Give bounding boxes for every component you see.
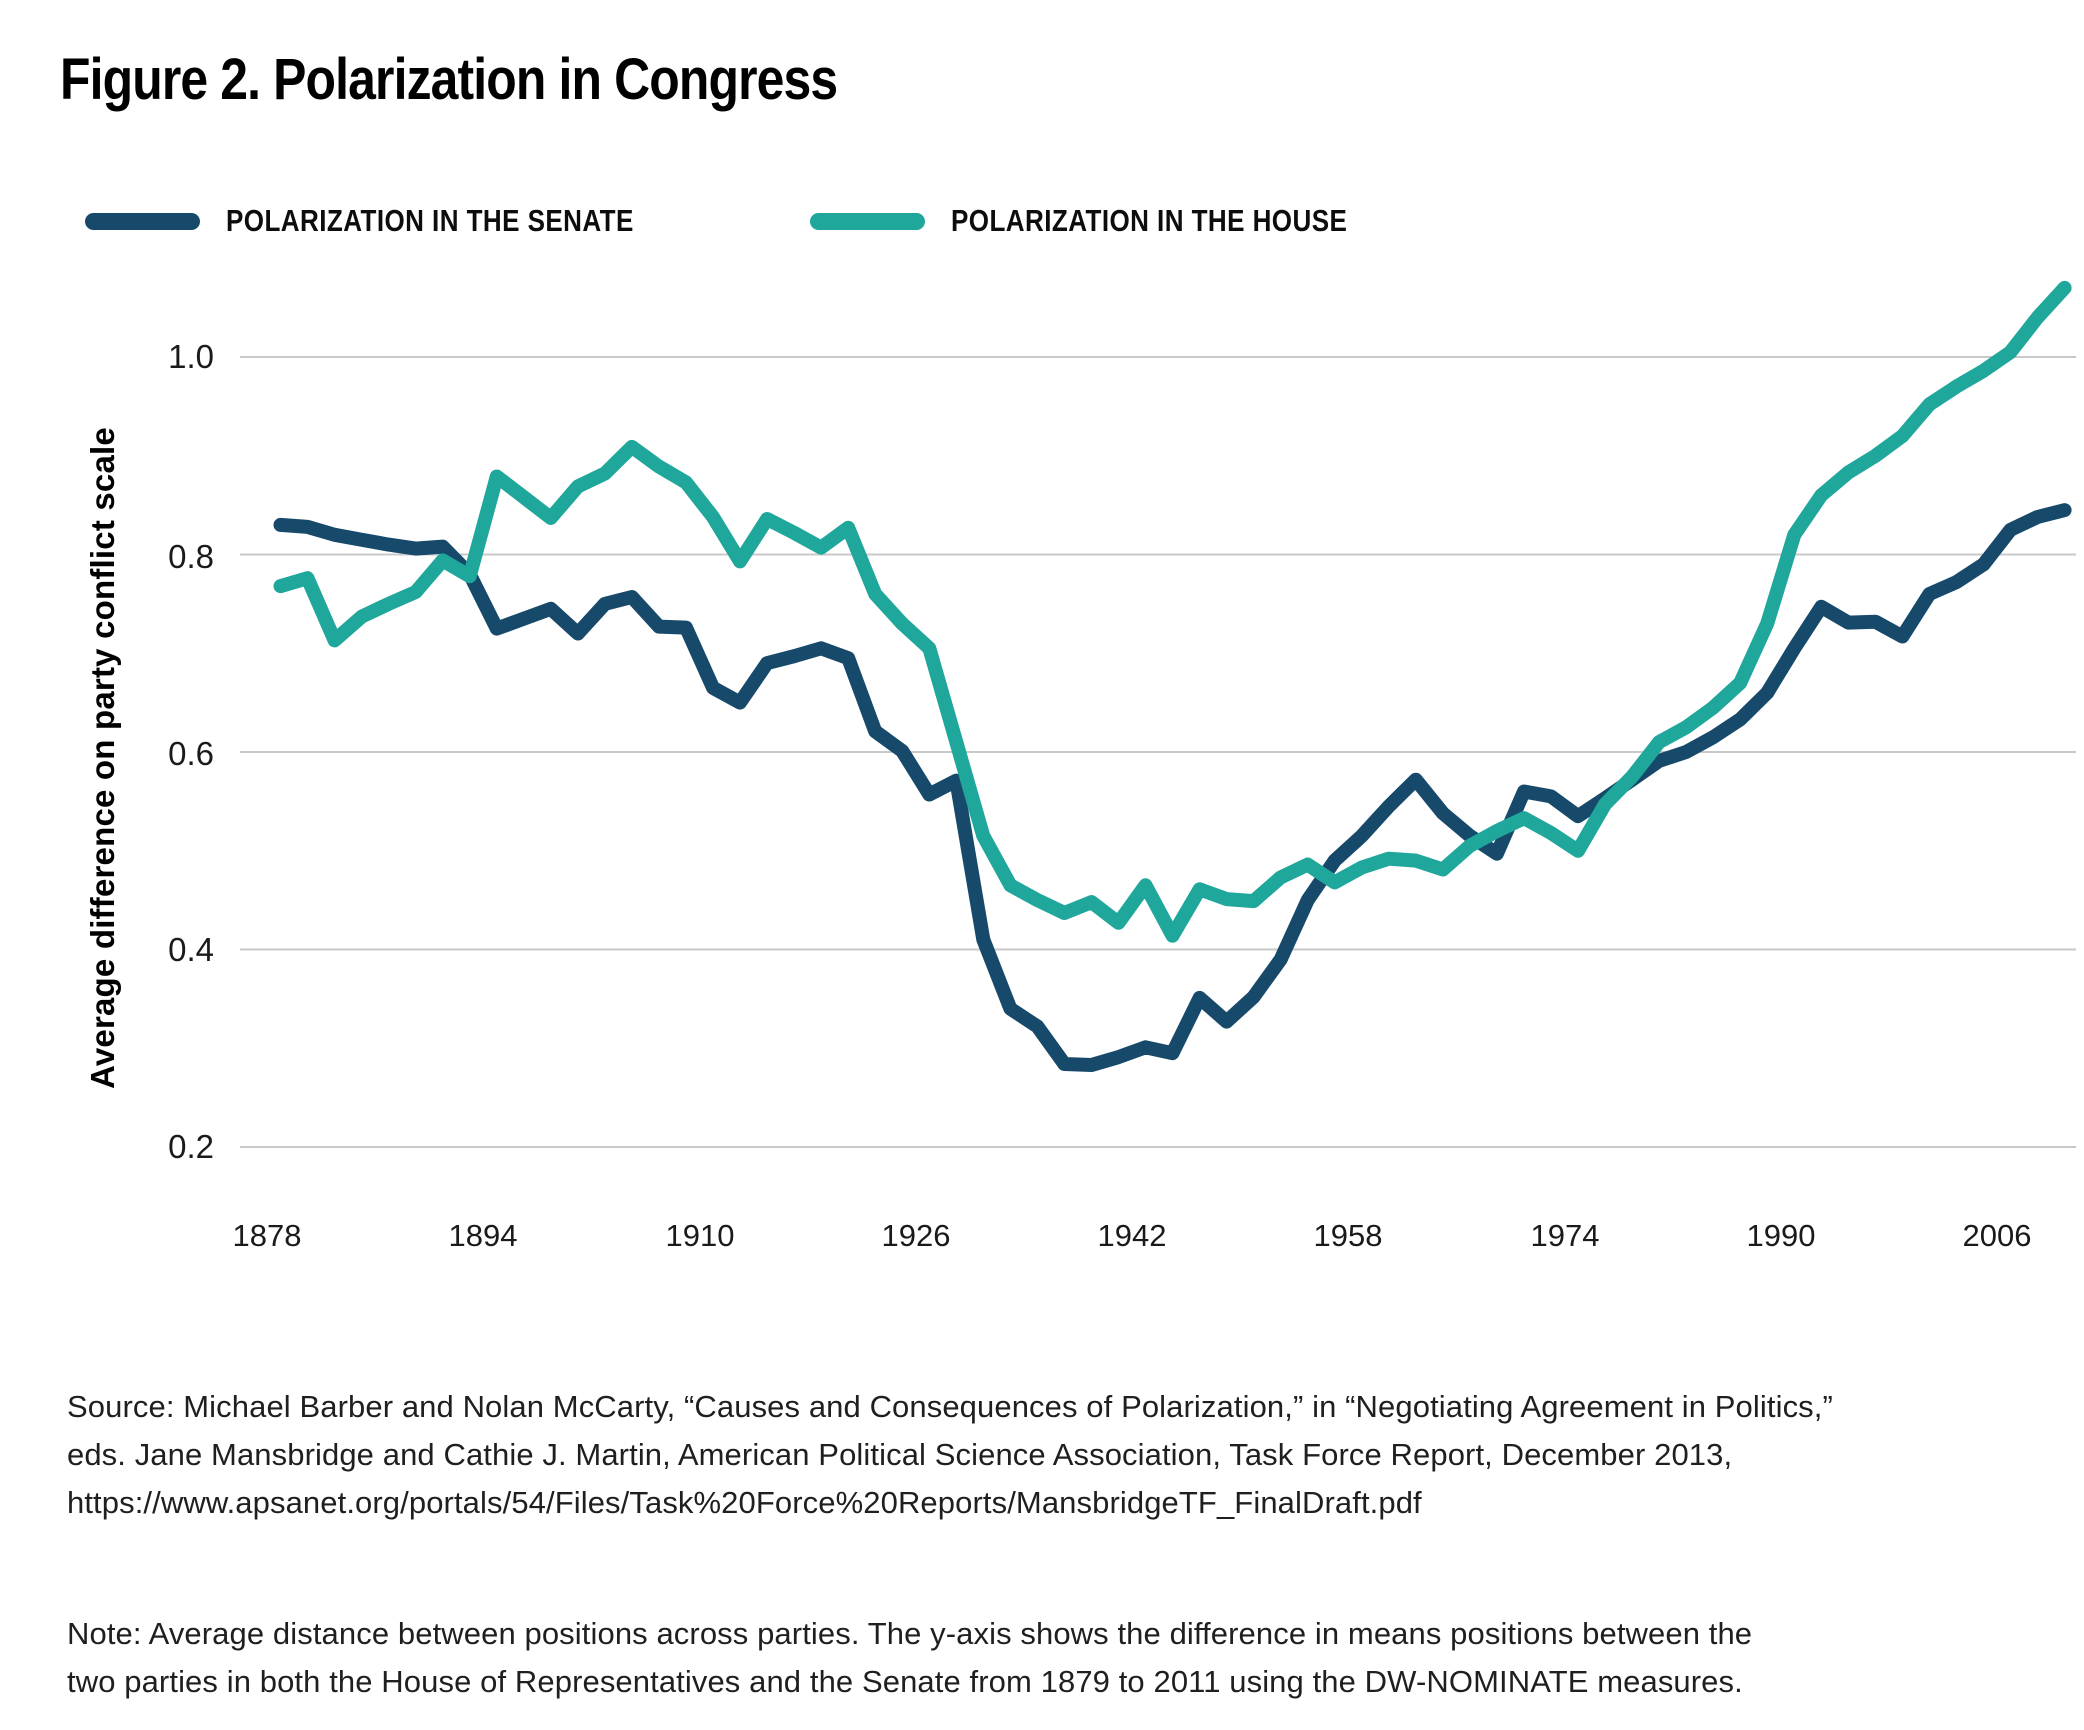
legend: POLARIZATION IN THE SENATE POLARIZATION … bbox=[0, 203, 2084, 243]
source-line: https://www.apsanet.org/portals/54/Files… bbox=[67, 1485, 1422, 1520]
house-line bbox=[273, 280, 2072, 943]
x-tick-label: 1910 bbox=[665, 1218, 735, 1253]
legend-label-senate: POLARIZATION IN THE SENATE bbox=[226, 203, 634, 238]
y-axis-title: Average difference on party conflict sca… bbox=[84, 427, 121, 1089]
page-title: Figure 2. Polarization in Congress bbox=[60, 47, 838, 112]
x-tick-label: 1990 bbox=[1746, 1218, 1816, 1253]
x-tick-label: 2006 bbox=[1962, 1218, 2032, 1253]
legend-label-house: POLARIZATION IN THE HOUSE bbox=[951, 203, 1348, 238]
note-line: Note: Average distance between positions… bbox=[67, 1616, 1753, 1651]
y-tick-label: 0.4 bbox=[168, 931, 214, 968]
x-tick-label: 1894 bbox=[448, 1218, 518, 1253]
source-line: Source: Michael Barber and Nolan McCarty… bbox=[67, 1389, 1833, 1424]
senate-line bbox=[273, 503, 2072, 1072]
x-tick-label: 1958 bbox=[1313, 1218, 1383, 1253]
y-tick-label: 0.6 bbox=[168, 735, 214, 772]
x-tick-label: 1942 bbox=[1097, 1218, 1167, 1253]
x-tick-label: 1926 bbox=[881, 1218, 951, 1253]
legend-item-house: POLARIZATION IN THE HOUSE bbox=[810, 203, 1423, 239]
senate-line-swatch-icon bbox=[85, 212, 200, 230]
note-line: two parties in both the House of Represe… bbox=[67, 1664, 1743, 1699]
y-tick-label: 0.8 bbox=[168, 538, 214, 575]
x-tick-label: 1878 bbox=[232, 1218, 302, 1253]
x-tick-label: 1974 bbox=[1530, 1218, 1600, 1253]
source-line: eds. Jane Mansbridge and Cathie J. Marti… bbox=[67, 1437, 1733, 1472]
y-tick-label: 1.0 bbox=[168, 338, 214, 375]
legend-item-senate: POLARIZATION IN THE SENATE bbox=[85, 203, 711, 239]
note-text: Note: Average distance between positions… bbox=[67, 1610, 1752, 1706]
source-text: Source: Michael Barber and Nolan McCarty… bbox=[67, 1383, 1833, 1527]
house-line-swatch-icon bbox=[810, 212, 925, 230]
y-tick-label: 0.2 bbox=[168, 1128, 214, 1165]
